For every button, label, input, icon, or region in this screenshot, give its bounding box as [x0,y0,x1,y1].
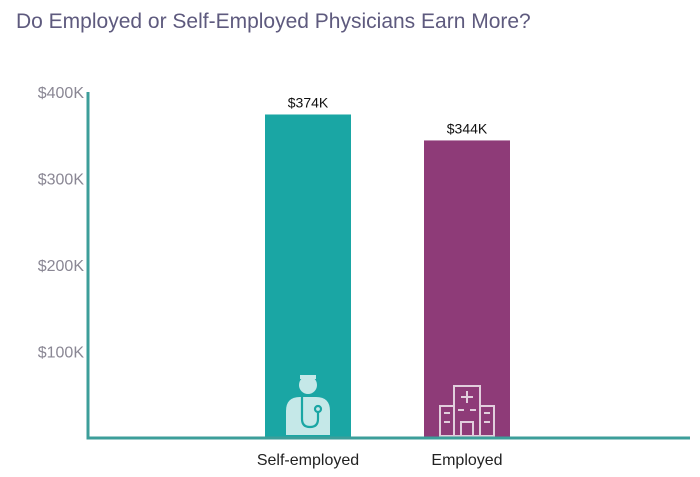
y-tick-label: $300K [38,172,85,189]
bars [265,114,510,439]
data-labels: $374K $344K [288,94,488,136]
y-tick-label: $100K [38,345,85,362]
hospital-icon [439,385,495,437]
category-label: Self-employed [257,452,359,469]
data-label: $374K [288,94,329,110]
bar-employed [424,140,510,438]
data-label: $344K [447,120,488,136]
y-tick-label: $200K [38,258,85,275]
chart-title: Do Employed or Self-Employed Physicians … [16,10,531,33]
bar-icons [286,375,495,437]
x-axis-categories: Self-employed Employed [257,452,503,469]
doctor-icon [286,375,330,435]
category-label: Employed [431,452,502,469]
y-axis-ticks: $100K $200K $300K $400K [38,85,85,362]
y-tick-label: $400K [38,85,85,102]
